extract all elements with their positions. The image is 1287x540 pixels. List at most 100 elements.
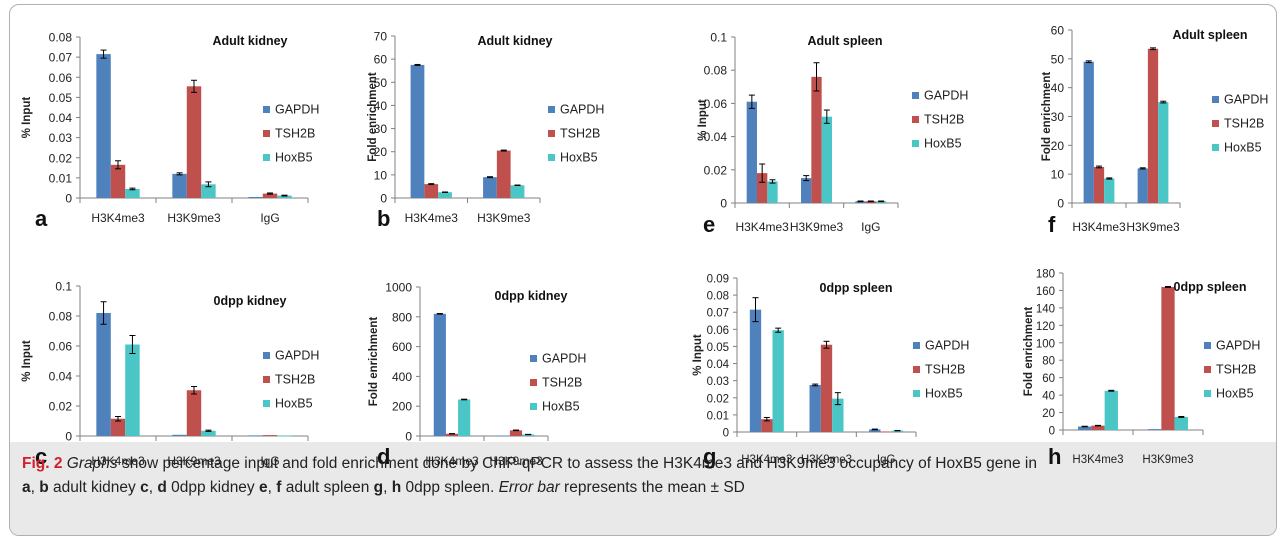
bar-hoxb5-h3k4me3 (772, 330, 784, 432)
y-axis-label: Fold enrichment (368, 317, 380, 407)
legend-swatch-hoxb5 (913, 390, 920, 397)
x-tick-label: H3K9me3 (167, 211, 221, 225)
caption-ref-h: h (391, 479, 402, 496)
y-tick-label: 30 (374, 122, 388, 136)
bar-tsh2b-h3k9me3 (1161, 286, 1175, 430)
bar-gapdh-h3k9me3 (483, 177, 497, 198)
bar-tsh2b-h3k4me3 (1091, 425, 1105, 430)
bar-gapdh-igg (869, 429, 881, 432)
bar-gapdh-h3k4me3 (749, 309, 762, 432)
y-tick-label: 0.01 (707, 410, 729, 422)
x-tick-label: IgG (877, 454, 896, 466)
bar-hoxb5-h3k4me3 (458, 399, 471, 436)
y-tick-label: 0.08 (49, 31, 73, 45)
bar-tsh2b-h3k4me3 (110, 418, 126, 436)
y-tick-label: 0 (723, 428, 729, 440)
bar-gapdh-h3k4me3 (410, 64, 425, 198)
legend-label-gapdh: GAPDH (542, 352, 586, 366)
legend-swatch-gapdh (1212, 96, 1219, 103)
legend-swatch-tsh2b (263, 130, 270, 137)
y-tick-label: 400 (392, 370, 412, 384)
legend-label-gapdh: GAPDH (925, 339, 969, 353)
bar-tsh2b-h3k9me3 (820, 344, 833, 432)
chart-h: 0 20 40 60 80 100 120 140 160 180 H3K4me3 H3K9me3 Fo… (1023, 269, 1260, 470)
legend-swatch-gapdh (913, 342, 920, 349)
y-tick-label: 0.06 (707, 325, 729, 337)
legend-swatch-tsh2b (263, 376, 270, 383)
y-tick-label: 0.09 (707, 274, 729, 286)
y-tick-label: 120 (1036, 321, 1055, 333)
bar-tsh2b-h3k9me3 (496, 150, 511, 198)
y-tick-label: 20 (1051, 139, 1065, 153)
legend-label-tsh2b: TSH2B (1216, 363, 1256, 377)
y-tick-label: 50 (1051, 52, 1065, 66)
x-tick-label: H3K4me3 (735, 220, 789, 234)
bar-tsh2b-igg (262, 193, 278, 198)
y-tick-label: 20 (374, 145, 388, 159)
caption-ref-b: b (39, 479, 49, 496)
caption-ref-a: a (22, 479, 31, 496)
panel-letter-d: d (377, 444, 390, 469)
y-tick-label: 0.04 (49, 370, 73, 384)
bar-tsh2b-h3k4me3 (1093, 166, 1105, 203)
x-tick-label: H3K4me3 (425, 454, 479, 468)
legend-label-hoxb5: HoxB5 (924, 137, 962, 151)
legend-label-hoxb5: HoxB5 (560, 151, 598, 165)
y-tick-label: 10 (374, 168, 388, 182)
legend-swatch-gapdh (1204, 342, 1211, 349)
legend-swatch-hoxb5 (530, 403, 537, 410)
legend-label-gapdh: GAPDH (275, 349, 319, 363)
bar-hoxb5-h3k9me3 (1158, 102, 1169, 203)
caption-error-bar: Error bar (498, 479, 560, 496)
panel-letter-e: e (703, 212, 715, 237)
bar-tsh2b-h3k9me3 (186, 390, 202, 436)
y-tick-label: 0.02 (707, 393, 729, 405)
y-axis-label: Fold enrichment (1023, 307, 1035, 397)
bar-hoxb5-h3k4me3 (1104, 178, 1115, 203)
y-tick-label: 0.03 (707, 376, 729, 388)
bar-hoxb5-h3k9me3 (201, 430, 216, 436)
legend-label-tsh2b: TSH2B (1224, 117, 1264, 131)
bar-tsh2b-igg (880, 431, 892, 433)
legend-swatch-hoxb5 (263, 400, 270, 407)
y-tick-label: 0.04 (49, 111, 73, 125)
x-tick-label: H3K9me3 (489, 454, 543, 468)
chart-title: Adult kidney (477, 34, 552, 48)
bar-hoxb5-h3k9me3 (832, 398, 844, 432)
legend-label-gapdh: GAPDH (924, 89, 968, 103)
bar-gapdh-h3k9me3 (801, 178, 812, 203)
panel-letter-h: h (1048, 444, 1061, 469)
y-axis-label: % Input (21, 97, 33, 139)
chart-title: Adult spleen (1172, 28, 1247, 42)
y-tick-label: 0.05 (707, 342, 729, 354)
x-tick-label: H3K4me3 (405, 211, 459, 225)
bar-gapdh-h3k9me3 (497, 435, 510, 437)
chart-b: 0 10 20 30 40 50 60 70 H3K4me3 H3K9me3 Fold enrich… (367, 30, 604, 232)
legend-swatch-tsh2b (912, 116, 919, 123)
y-tick-label: 1000 (385, 281, 412, 295)
y-tick-label: 180 (1036, 269, 1055, 281)
chart-title: Adult kidney (212, 34, 287, 48)
bar-hoxb5-igg (891, 430, 904, 432)
y-tick-label: 0.08 (707, 291, 729, 303)
y-tick-label: 200 (392, 400, 412, 414)
y-tick-label: 0.1 (55, 280, 72, 294)
legend-swatch-gapdh (530, 355, 537, 362)
legend-label-hoxb5: HoxB5 (275, 397, 313, 411)
y-axis-label: Fold enrichment (1041, 72, 1053, 162)
y-tick-label: 0.02 (49, 400, 73, 414)
panel-letter-g: g (703, 444, 716, 469)
y-tick-label: 0.06 (49, 71, 73, 85)
bar-hoxb5-h3k9me3 (522, 434, 535, 436)
y-tick-label: 0.02 (49, 151, 73, 165)
y-tick-label: 140 (1036, 303, 1055, 315)
legend-swatch-tsh2b (548, 130, 555, 137)
bar-gapdh-igg (248, 435, 263, 437)
x-tick-label: IgG (861, 220, 880, 234)
y-tick-label: 0 (380, 192, 387, 206)
y-tick-label: 40 (374, 99, 388, 113)
legend-label-gapdh: GAPDH (1216, 339, 1260, 353)
legend-swatch-hoxb5 (1204, 390, 1211, 397)
legend-swatch-gapdh (263, 106, 270, 113)
